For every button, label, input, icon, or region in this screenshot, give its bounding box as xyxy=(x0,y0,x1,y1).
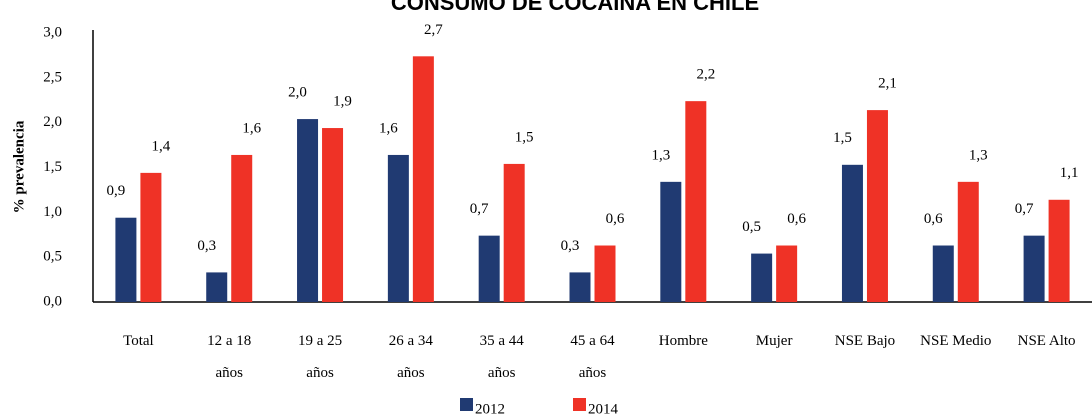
legend-swatch xyxy=(573,398,586,411)
bar xyxy=(387,154,409,302)
data-label: 0,3 xyxy=(197,238,216,254)
bar xyxy=(685,101,707,302)
data-label: 0,3 xyxy=(561,238,580,254)
y-tick-label: 0,5 xyxy=(43,249,62,265)
bar xyxy=(206,272,228,302)
legend-label: 2014 xyxy=(588,401,619,417)
bar xyxy=(751,253,773,302)
legend-swatch xyxy=(460,398,473,411)
x-tick-label: NSE Medio xyxy=(920,333,992,349)
bar xyxy=(776,245,798,302)
bar xyxy=(1048,199,1070,302)
data-label: 1,4 xyxy=(152,138,171,154)
bar xyxy=(866,110,888,302)
data-label: 1,5 xyxy=(833,130,852,146)
x-tick-label: 35 a 44 años xyxy=(479,333,524,381)
bar xyxy=(569,272,591,302)
x-tick-label: 45 a 64 años xyxy=(570,333,615,381)
y-tick-label: 0,0 xyxy=(43,293,62,309)
x-tick-label: NSE Alto xyxy=(1017,333,1076,349)
bar xyxy=(231,154,253,302)
legend-label: 2012 xyxy=(475,401,505,417)
x-tick-label: Mujer xyxy=(755,333,793,349)
bar xyxy=(140,172,162,302)
data-label: 0,6 xyxy=(787,211,806,227)
bar xyxy=(478,235,500,302)
x-tick-label: Total xyxy=(123,333,154,349)
data-label: 2,0 xyxy=(288,85,307,101)
x-tick-label: NSE Bajo xyxy=(834,333,896,349)
y-tick-label: 1,5 xyxy=(43,159,62,175)
chart-title: CONSUMO DE COCAINA EN CHILE xyxy=(391,0,759,15)
bar xyxy=(932,245,954,302)
data-label: 1,1 xyxy=(1060,165,1079,181)
bar xyxy=(115,217,137,302)
x-tick-label: 26 a 34 años xyxy=(388,333,433,381)
bar xyxy=(297,119,319,302)
y-axis-label: % prevalencia xyxy=(11,120,27,213)
bar xyxy=(322,128,344,302)
x-tick-label: 12 a 18 años xyxy=(207,333,252,381)
data-label: 0,6 xyxy=(924,211,943,227)
data-label: 1,9 xyxy=(333,93,352,109)
bar xyxy=(841,164,863,302)
y-tick-label: 2,5 xyxy=(43,69,62,85)
y-tick-label: 3,0 xyxy=(43,24,62,40)
data-label: 2,7 xyxy=(424,22,443,38)
data-label: 1,6 xyxy=(379,120,398,136)
x-tick-label: Hombre xyxy=(658,333,708,349)
data-label: 1,6 xyxy=(242,120,261,136)
bar xyxy=(957,181,979,302)
x-tick-label: 19 a 25 años xyxy=(297,333,343,381)
data-label: 0,5 xyxy=(742,219,761,235)
data-label: 0,9 xyxy=(107,183,126,199)
data-label: 0,7 xyxy=(470,201,489,217)
y-tick-label: 2,0 xyxy=(43,114,62,130)
bar xyxy=(594,245,616,302)
bar xyxy=(660,181,682,302)
bar xyxy=(503,163,525,302)
data-label: 1,5 xyxy=(515,129,534,145)
data-label: 2,1 xyxy=(878,76,897,92)
data-label: 0,6 xyxy=(606,211,625,227)
bar xyxy=(1023,235,1045,302)
data-label: 0,7 xyxy=(1015,201,1034,217)
bar xyxy=(412,56,434,303)
data-label: 1,3 xyxy=(651,147,670,163)
data-label: 2,2 xyxy=(696,67,715,83)
y-tick-label: 1,0 xyxy=(43,204,62,220)
data-label: 1,3 xyxy=(969,147,988,163)
